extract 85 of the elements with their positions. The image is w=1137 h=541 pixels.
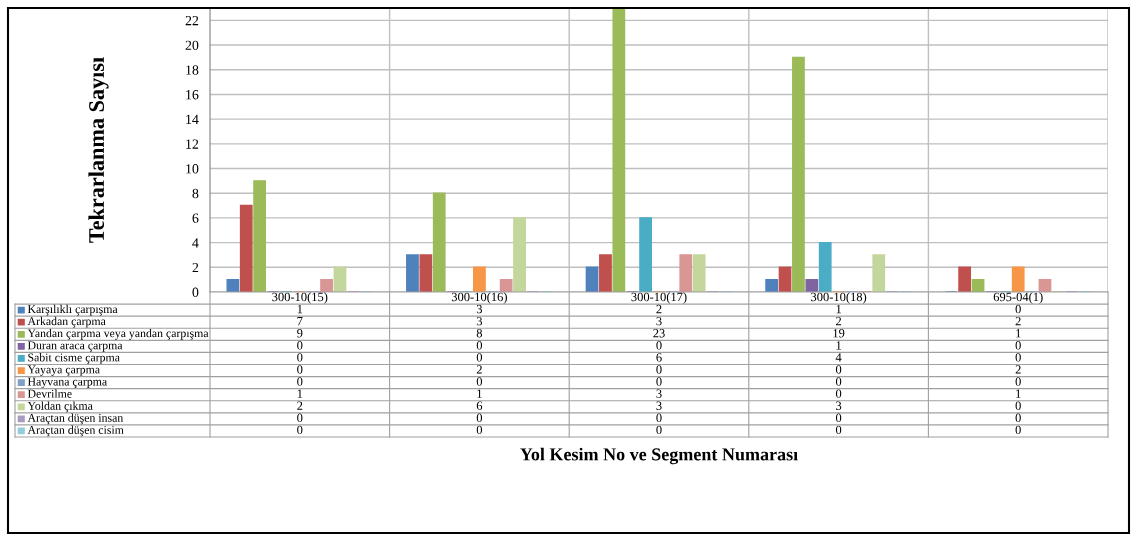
x-tick-label: 300-10(17) [631, 292, 687, 304]
data-label: 0 [656, 365, 662, 374]
data-label: 4 [835, 353, 842, 362]
data-label: 0 [297, 425, 303, 435]
data-label: 0 [656, 425, 662, 435]
legend-label: Araçtan düşen cisim [27, 425, 124, 437]
data-label: 3 [656, 389, 662, 398]
y-tick-label: 4 [192, 238, 199, 248]
data-label: 3 [476, 316, 483, 326]
data-label: 2 [297, 401, 303, 410]
data-label: 0 [835, 413, 842, 422]
data-label: 1 [836, 341, 841, 350]
data-label: 0 [297, 341, 303, 350]
data-label: 3 [476, 304, 483, 314]
data-label: 0 [1015, 401, 1021, 410]
data-label: 6 [656, 353, 662, 362]
data-label: 3 [656, 401, 662, 410]
data-label: 23 [653, 329, 665, 338]
data-label: 0 [835, 377, 842, 386]
y-tick-label: 20 [185, 40, 199, 50]
y-tick-label: 0 [192, 287, 199, 297]
y-tick-label: 12 [186, 139, 199, 149]
legend-label: Karşılıklı çarpışma [27, 304, 118, 316]
data-label: 0 [1015, 304, 1021, 314]
y-tick-label: 14 [186, 114, 199, 124]
data-label: 19 [833, 329, 845, 338]
y-tick-label: 8 [192, 188, 199, 199]
data-label: 3 [656, 316, 662, 326]
data-label: 0 [1015, 425, 1021, 435]
legend-label: Duran araca çarpma [27, 341, 123, 352]
data-label: 1 [836, 304, 841, 314]
y-tick-label: 16 [186, 90, 199, 100]
data-label: 0 [297, 377, 303, 386]
y-axis-title: Tekrarlanma Sayısı [88, 57, 109, 243]
data-label: 2 [1015, 316, 1021, 326]
data-label: 3 [836, 401, 842, 410]
data-label: 0 [297, 365, 303, 374]
x-tick-label: 695-04(1) [993, 292, 1043, 304]
x-tick-label: 300-10(16) [451, 292, 507, 304]
legend-label: Yoldan çıkma [27, 401, 93, 413]
y-tick-label: 22 [185, 15, 199, 26]
legend-label: Arkadan çarpma [27, 316, 106, 328]
data-label: 2 [476, 365, 482, 374]
data-label: 9 [297, 329, 303, 338]
legend-label: Hayvana çarpma [27, 377, 107, 388]
data-label: 0 [656, 341, 662, 350]
data-label: 1 [297, 389, 303, 398]
data-label: 0 [476, 341, 483, 350]
x-tick-label: 300-10(18) [811, 292, 867, 304]
data-label: 6 [476, 401, 483, 410]
data-label: 0 [1015, 413, 1021, 422]
y-tick-label: 6 [192, 213, 199, 223]
data-label: 2 [1015, 365, 1021, 374]
legend-label: Yayaya çarpma [27, 365, 100, 376]
x-tick-label: 300-10(15) [272, 292, 328, 304]
y-tick-label: 2 [192, 262, 199, 273]
data-label: 0 [656, 413, 662, 422]
data-label: 7 [297, 317, 303, 326]
data-label: 1 [1016, 389, 1021, 398]
data-label: 8 [476, 328, 483, 338]
data-label: 0 [297, 413, 303, 422]
data-label: 0 [476, 377, 483, 386]
data-label: 1 [477, 389, 482, 398]
data-label: 0 [835, 389, 842, 398]
data-label: 0 [1015, 341, 1021, 350]
data-label: 1 [1016, 329, 1021, 338]
legend-label: Araçtan düşen insan [27, 413, 124, 425]
data-label: 2 [656, 304, 662, 314]
data-label: 0 [476, 353, 483, 362]
data-label: 1 [297, 304, 303, 314]
y-tick-label: 10 [186, 164, 199, 174]
text: Yol Kesim No ve Segment Numarası [520, 447, 798, 465]
data-label: 0 [656, 377, 662, 386]
data-label: 0 [476, 425, 483, 435]
y-tick-label: 18 [186, 65, 199, 75]
data-label: 2 [836, 316, 842, 326]
legend-label: Devrilme [27, 389, 72, 398]
data-label: 0 [476, 413, 483, 422]
legend-label: Yandan çarpma veya yandan çarpışma [27, 328, 209, 340]
data-label: 0 [1015, 353, 1021, 362]
data-label: 0 [297, 353, 303, 362]
data-label: 0 [1015, 377, 1021, 386]
data-label: 0 [835, 365, 842, 374]
data-label: 0 [835, 425, 842, 435]
legend-label: Sabit cisme çarpma [28, 353, 120, 364]
